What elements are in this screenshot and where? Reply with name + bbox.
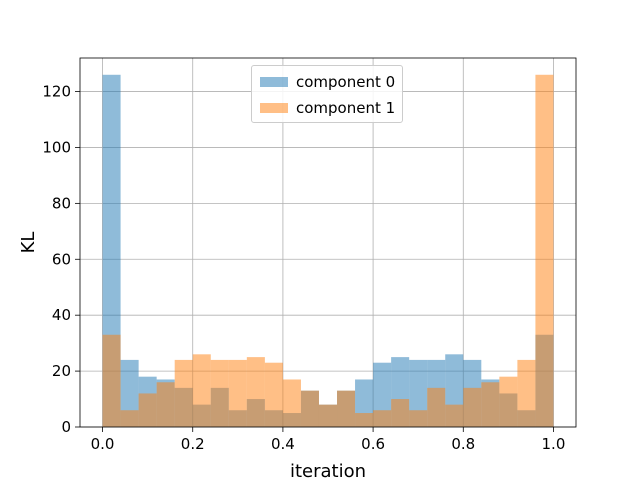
bar-series-1-bin-8 xyxy=(246,357,265,427)
bar-series-1-bin-5 xyxy=(192,354,211,427)
legend-label-component-0: component 0 xyxy=(296,73,396,91)
y-tick-label: 60 xyxy=(52,250,71,268)
bar-series-1-bin-17 xyxy=(409,410,428,427)
bar-series-1-bin-20 xyxy=(463,387,482,427)
bar-series-1-bin-13 xyxy=(337,390,356,427)
bar-series-1-bin-3 xyxy=(156,382,175,427)
bar-series-1-bin-9 xyxy=(264,362,283,427)
bar-series-1-bin-4 xyxy=(174,359,193,427)
bar-series-1-bin-15 xyxy=(373,410,392,427)
x-tick-label: 0.2 xyxy=(181,435,205,453)
bar-series-1-bin-0 xyxy=(102,334,121,427)
bar-series-1-bin-24 xyxy=(535,74,554,427)
bar-series-1-bin-16 xyxy=(391,399,410,427)
bar-series-1-bin-18 xyxy=(427,387,446,427)
x-tick-label: 1.0 xyxy=(542,435,566,453)
bar-series-1-bin-6 xyxy=(210,359,229,427)
legend-swatch-component-1 xyxy=(260,103,288,113)
bar-series-1-bin-21 xyxy=(481,382,500,427)
axis-ticks: 0.0 0.2 0.4 0.6 0.8 1.0 0 20 40 60 80 100 120 xyxy=(42,83,565,453)
legend-item-component-0: component 0 xyxy=(260,72,395,92)
bar-series-1-bin-2 xyxy=(138,393,157,427)
bar-series-1-bin-1 xyxy=(120,410,139,427)
x-tick-label: 0.0 xyxy=(91,435,115,453)
bar-series-1-bin-12 xyxy=(318,404,338,427)
y-tick-label: 40 xyxy=(52,306,71,324)
legend-item-component-1: component 1 xyxy=(260,98,395,118)
plot-area-frame xyxy=(79,57,577,428)
y-tick-label: 80 xyxy=(52,194,71,212)
y-tick-label: 120 xyxy=(42,83,71,101)
bar-series-1-bin-11 xyxy=(300,390,319,427)
x-tick-label: 0.4 xyxy=(271,435,295,453)
legend-swatch-component-0 xyxy=(260,77,288,87)
bar-series-1-bin-23 xyxy=(517,359,536,427)
legend-label-component-1: component 1 xyxy=(296,99,396,117)
y-tick-label: 20 xyxy=(52,362,71,380)
x-tick-label: 0.6 xyxy=(361,435,385,453)
bar-series-1-bin-14 xyxy=(355,413,374,427)
bar-series-1-bin-7 xyxy=(228,359,247,427)
bar-series-1-bin-22 xyxy=(499,376,518,427)
y-tick-label: 100 xyxy=(42,138,71,156)
x-axis-label: iteration xyxy=(290,461,366,480)
legend: component 0 component 1 xyxy=(251,65,403,123)
y-axis-label: KL xyxy=(18,232,39,254)
bar-series-1-bin-19 xyxy=(445,404,464,427)
x-tick-label: 0.8 xyxy=(451,435,475,453)
bar-series-1-bin-10 xyxy=(282,379,301,427)
y-tick-label: 0 xyxy=(61,418,71,436)
bars xyxy=(102,74,554,427)
